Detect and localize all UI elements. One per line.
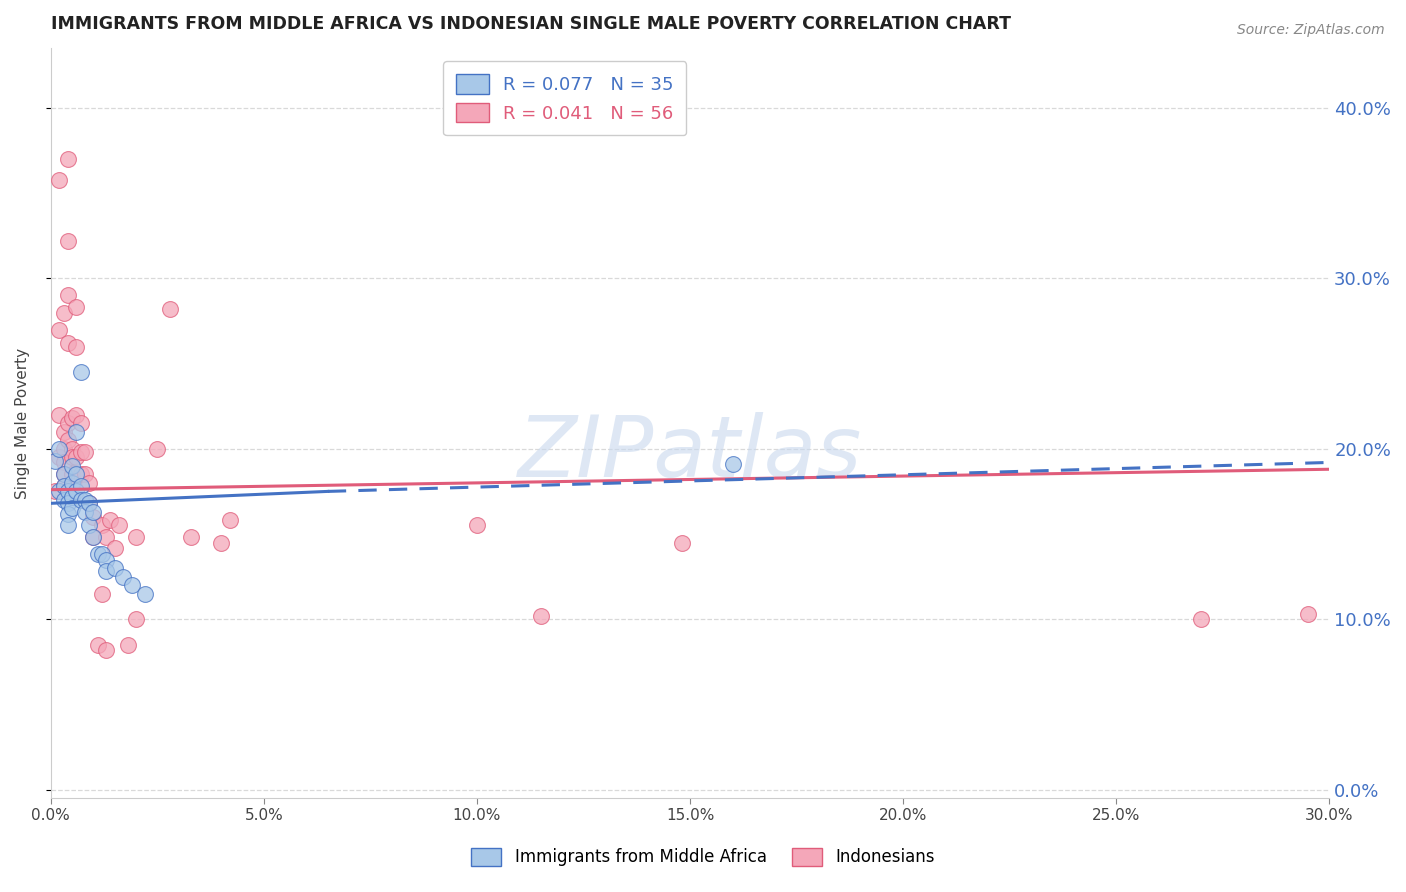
Point [52,479,75,493]
Point [69,365,91,379]
Point [218,513,240,527]
Point [209,535,232,549]
Point [69,479,91,493]
Point [96,565,118,579]
Point [48,450,70,465]
Point [60,501,83,516]
Point [48,322,70,336]
Point [65,484,87,499]
Legend: R = 0.077   N = 35, R = 0.041   N = 56: R = 0.077 N = 35, R = 0.041 N = 56 [443,62,686,136]
Point [77,475,100,490]
Point [82,510,104,524]
Point [73,445,96,459]
Point [60,442,83,456]
Point [65,340,87,354]
Point [56,518,79,533]
Point [91,548,114,562]
Point [60,467,83,482]
Text: Source: ZipAtlas.com: Source: ZipAtlas.com [1237,23,1385,37]
Point [65,301,87,315]
Point [52,442,75,456]
Point [117,638,139,652]
Point [44,484,66,499]
Point [48,442,70,456]
Point [180,530,202,544]
Point [56,507,79,521]
Text: ZIPatlas: ZIPatlas [517,412,862,495]
Legend: Immigrants from Middle Africa, Indonesians: Immigrants from Middle Africa, Indonesia… [465,841,941,873]
Point [69,492,91,507]
Point [65,450,87,465]
Point [82,530,104,544]
Point [56,416,79,430]
Point [56,484,79,499]
Point [100,513,122,527]
Point [96,530,118,544]
Y-axis label: Single Male Poverty: Single Male Poverty [15,348,30,499]
Point [104,541,127,555]
Point [69,416,91,430]
Point [69,467,91,482]
Point [56,434,79,448]
Point [77,496,100,510]
Point [56,336,79,351]
Point [530,608,553,623]
Point [52,467,75,482]
Point [65,408,87,422]
Text: IMMIGRANTS FROM MIDDLE AFRICA VS INDONESIAN SINGLE MALE POVERTY CORRELATION CHAR: IMMIGRANTS FROM MIDDLE AFRICA VS INDONES… [51,15,1011,33]
Point [721,457,744,471]
Point [125,530,148,544]
Point [159,302,181,317]
Point [1189,612,1212,626]
Point [52,305,75,319]
Point [73,467,96,482]
Point [60,479,83,493]
Point [104,561,127,575]
Point [134,586,156,600]
Point [60,475,83,490]
Point [48,484,70,499]
Point [48,172,70,186]
Point [121,578,143,592]
Point [52,467,75,482]
Point [60,411,83,425]
Point [56,152,79,166]
Point [48,408,70,422]
Point [56,288,79,302]
Point [52,492,75,507]
Point [52,479,75,493]
Point [465,518,488,533]
Point [60,450,83,465]
Point [77,496,100,510]
Point [96,552,118,566]
Point [86,548,108,562]
Point [56,496,79,510]
Point [69,445,91,459]
Point [82,505,104,519]
Point [52,425,75,439]
Point [1296,607,1319,621]
Point [82,530,104,544]
Point [60,490,83,504]
Point [96,643,118,657]
Point [91,586,114,600]
Point [56,234,79,248]
Point [60,458,83,473]
Point [65,467,87,482]
Point [73,492,96,507]
Point [65,425,87,439]
Point [671,535,693,549]
Point [44,454,66,468]
Point [108,518,131,533]
Point [77,518,100,533]
Point [146,442,169,456]
Point [112,569,135,583]
Point [125,612,148,626]
Point [52,455,75,469]
Point [73,505,96,519]
Point [86,638,108,652]
Point [91,518,114,533]
